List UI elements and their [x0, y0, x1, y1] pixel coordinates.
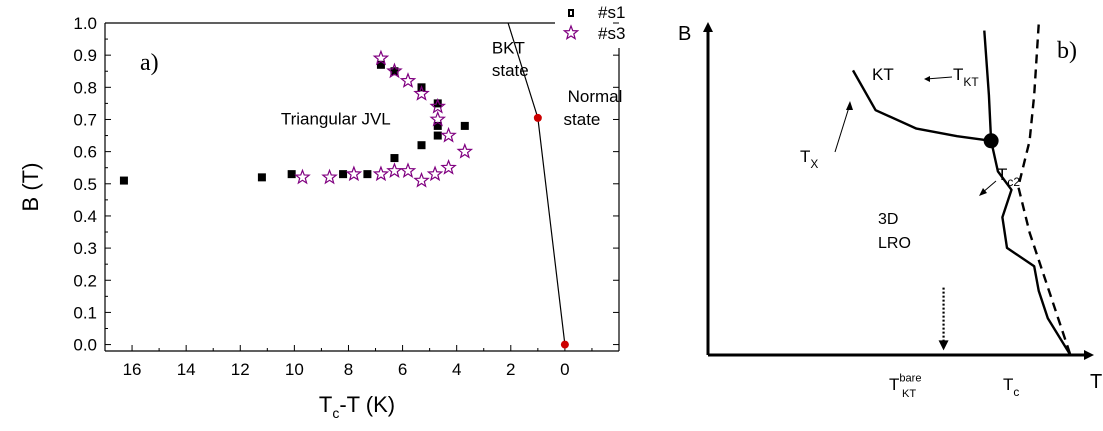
y-tick-label: 0.2 — [73, 271, 97, 290]
panel-label-b: b) — [1057, 38, 1077, 64]
chart-annotation: state — [564, 110, 601, 129]
data-point-s3 — [372, 165, 390, 182]
data-point-s3 — [440, 158, 457, 175]
x-axis-title: T — [1090, 371, 1102, 393]
legend-label-s3: #s3 — [598, 24, 625, 43]
legend-marker-s1-inner — [570, 11, 572, 15]
chart-text-a: 0.0 0.1 0.2 0.3 0.4 0.5 0.6 0.7 0.8 0.9 1.0 16 14 12 1… — [18, 3, 625, 421]
phase-diagram-b: T Bb) KT TKT TX Tc2 3D LRO Tbare KT Tc — [678, 22, 1102, 400]
data-point-s3 — [399, 72, 417, 88]
data-point-s3 — [440, 126, 457, 143]
boundary-point — [533, 113, 542, 122]
data-point-s3 — [456, 142, 474, 159]
data-point-s3 — [413, 85, 430, 101]
legend-label-s1: #s1 — [598, 3, 625, 22]
tkt-pointer-head — [924, 76, 930, 82]
label-tkt: TKT — [953, 65, 979, 89]
data-point-s1 — [287, 170, 296, 179]
data-point-s3 — [426, 165, 444, 182]
x-axis-arrow — [1084, 350, 1094, 360]
x-tick-label: 10 — [285, 360, 304, 379]
x-tick-label: 6 — [398, 360, 407, 379]
panel-label-a: a) — [140, 50, 159, 76]
data-point-s1 — [257, 173, 266, 182]
label-tc2: Tc2 — [997, 165, 1020, 189]
tkt-pointer — [925, 76, 953, 80]
x-tick-label: 8 — [344, 360, 353, 379]
data-point-s1 — [433, 99, 442, 108]
label-kt: KT — [872, 65, 894, 84]
data-point-s3 — [321, 168, 338, 185]
y-tick-label: 1.0 — [73, 14, 97, 33]
curve-t-x — [851, 69, 992, 142]
y-axis-title: B (T) — [18, 163, 43, 212]
data-point-s3 — [386, 162, 403, 178]
axes-b — [703, 22, 1094, 360]
chart-panel-a: 0.0 0.1 0.2 0.3 0.4 0.5 0.6 0.7 0.8 0.9 1.0 16 14 12 1… — [18, 3, 625, 421]
data-marks-a — [119, 9, 580, 349]
y-tick-label: 0.9 — [73, 46, 97, 65]
y-tick-label: 0.6 — [73, 143, 97, 162]
label-tc: Tc — [1003, 375, 1019, 399]
label-tx: TX — [800, 147, 818, 171]
boundary-point — [560, 340, 569, 349]
x-tick-label: 0 — [560, 360, 569, 379]
data-point-s1 — [417, 141, 426, 150]
curve-lower-curve — [989, 140, 1072, 356]
curve-t-c2 — [1017, 24, 1072, 356]
triple-point — [983, 133, 999, 149]
tx-pointer — [834, 103, 851, 153]
data-point-s1 — [376, 60, 385, 69]
y-tick-label: 0.7 — [73, 110, 97, 129]
y-axis-title: B — [678, 23, 691, 45]
data-point-s1 — [390, 67, 399, 76]
y-axis-arrow — [703, 22, 713, 32]
data-point-s1 — [433, 121, 442, 130]
scatter-chart-a: 0.0 0.1 0.2 0.3 0.4 0.5 0.6 0.7 0.8 0.9 1.0 16 14 12 1… — [18, 3, 625, 421]
tx-pointer-head — [846, 101, 853, 110]
data-point-s3 — [386, 62, 403, 79]
data-point-s1 — [119, 176, 128, 185]
curves-b — [834, 24, 1072, 356]
data-point-s1 — [363, 170, 372, 179]
chart-annotation: BKT — [492, 39, 525, 58]
data-point-s3 — [294, 168, 311, 185]
x-tick-label: 16 — [123, 360, 142, 379]
chart-annotation: Normal — [568, 87, 623, 106]
label-3d: 3D — [878, 211, 898, 228]
curve-t-kt — [983, 30, 993, 141]
x-tick-label: 2 — [506, 360, 515, 379]
tc2-pointer-head — [979, 188, 987, 196]
data-point-s3 — [413, 171, 430, 188]
y-tick-label: 0.5 — [73, 175, 97, 194]
data-point-s3 — [372, 49, 390, 66]
y-tick-label: 0.8 — [73, 78, 97, 97]
data-point-s3 — [429, 97, 447, 114]
chart-annotation: Triangular JVL — [281, 109, 391, 128]
x-tick-label: 4 — [452, 360, 461, 379]
data-point-s3 — [399, 162, 417, 178]
y-tick-label: 0.0 — [73, 336, 97, 355]
x-tick-label: 14 — [177, 360, 196, 379]
x-axis-title: Tc-T (K) — [319, 392, 395, 421]
data-point-s1 — [460, 121, 469, 130]
dotted-arrow-head — [938, 340, 949, 351]
legend-marker-s3 — [562, 24, 580, 41]
data-point-s1 — [390, 154, 399, 163]
axes-a — [104, 22, 620, 352]
data-point-s3 — [345, 165, 363, 182]
chart-text-b: T Bb) KT TKT TX Tc2 3D LRO Tbare KT Tc — [678, 23, 1102, 400]
y-tick-label: 0.3 — [73, 239, 97, 258]
chart-annotation: state — [492, 61, 529, 80]
x-tick-label: 12 — [231, 360, 250, 379]
data-point-s3 — [429, 110, 447, 127]
data-point-s1 — [433, 131, 442, 140]
data-point-s1 — [339, 170, 348, 179]
y-tick-label: 0.4 — [73, 207, 97, 226]
y-tick-label: 0.1 — [73, 303, 97, 322]
label-tkt-bare: Tbare KT — [889, 373, 922, 400]
label-lro: LRO — [878, 235, 911, 252]
